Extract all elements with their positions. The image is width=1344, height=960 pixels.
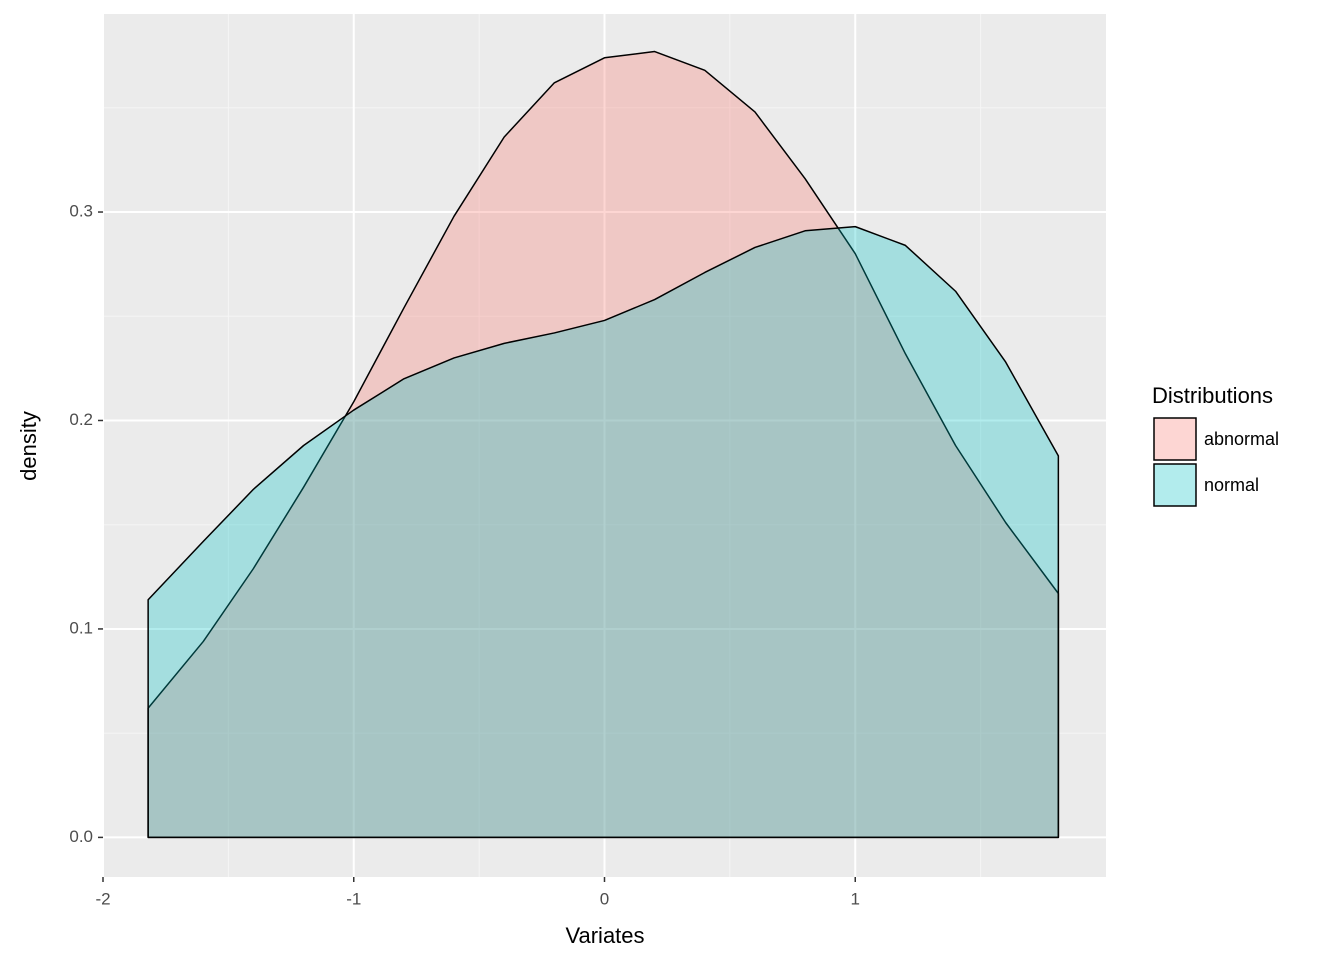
- legend-key: [1153, 463, 1197, 507]
- y-tick-label: 0.2: [69, 410, 93, 429]
- legend-key: [1153, 417, 1197, 461]
- x-tick-label: -2: [95, 889, 110, 908]
- y-axis-title: density: [16, 411, 41, 481]
- y-tick-label: 0.3: [69, 202, 93, 221]
- legend-label: abnormal: [1204, 429, 1279, 449]
- y-tick-label: 0.0: [69, 827, 93, 846]
- x-tick-label: 1: [851, 889, 860, 908]
- y-tick-label: 0.1: [69, 618, 93, 637]
- legend-label: normal: [1204, 475, 1259, 495]
- x-axis-title: Variates: [565, 923, 644, 948]
- density-area: [147, 50, 1060, 839]
- legend-title: Distributions: [1152, 383, 1273, 408]
- density-area: [147, 225, 1060, 839]
- x-tick-label: -1: [346, 889, 361, 908]
- x-tick-label: 0: [600, 889, 609, 908]
